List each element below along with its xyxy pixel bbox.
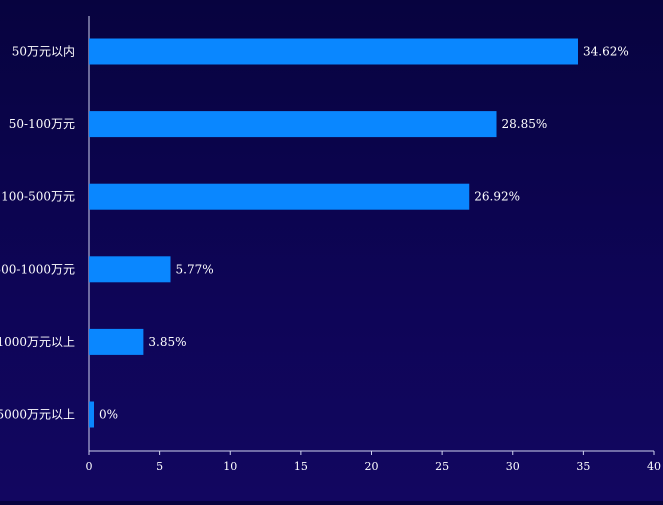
x-tick-label: 0 <box>86 460 93 473</box>
value-label: 5.77% <box>176 262 214 276</box>
value-label: 0% <box>99 408 118 422</box>
category-label: 5000万元以上 <box>0 408 75 422</box>
category-label: 50万元以内 <box>12 45 75 59</box>
bar <box>89 256 171 283</box>
x-tick-label: 15 <box>294 460 308 473</box>
x-tick-label: 40 <box>647 460 661 473</box>
value-label: 26.92% <box>474 190 520 204</box>
x-tick-label: 35 <box>576 460 590 473</box>
bar <box>89 38 579 65</box>
value-label: 3.85% <box>148 335 186 349</box>
x-tick-label: 20 <box>365 460 379 473</box>
value-label: 34.62% <box>583 45 629 59</box>
value-label: 28.85% <box>502 117 548 131</box>
bars <box>89 38 579 428</box>
bar <box>89 111 497 138</box>
value-labels: 34.62% 28.85% 26.92% 5.77% 3.85% 0% <box>99 45 629 422</box>
x-tick-label: 30 <box>506 460 520 473</box>
x-tick-label: 10 <box>223 460 237 473</box>
bar <box>89 401 94 428</box>
x-tick-labels: 0 5 10 15 20 25 30 35 40 <box>86 451 661 473</box>
category-labels: 50万元以内 50-100万元 100-500万元 500-1000万元 1000万元以… <box>0 45 75 422</box>
bar <box>89 183 470 210</box>
bar <box>89 328 144 355</box>
category-label: 500-1000万元 <box>0 262 75 276</box>
x-tick-label: 25 <box>435 460 449 473</box>
category-label: 50-100万元 <box>9 117 75 131</box>
category-label: 100-500万元 <box>1 190 75 204</box>
x-tick-label: 5 <box>156 460 163 473</box>
category-label: 1000万元以上 <box>0 335 75 349</box>
